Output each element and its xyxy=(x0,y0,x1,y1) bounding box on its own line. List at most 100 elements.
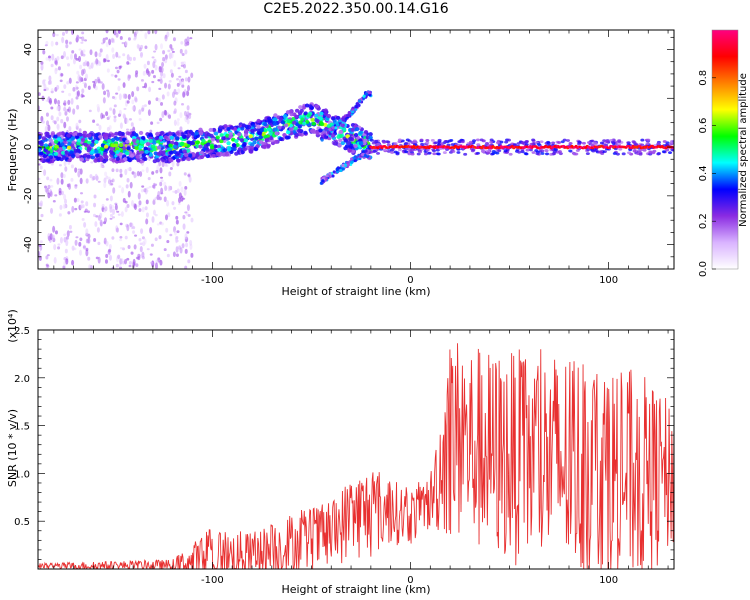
spectrogram-cell xyxy=(164,110,168,116)
spectrogram-cell xyxy=(69,150,74,155)
spectrogram-cell xyxy=(171,201,175,206)
spectrogram-cell xyxy=(169,233,173,237)
spectrogram-cell xyxy=(408,148,413,152)
spectrogram-cell xyxy=(481,139,486,143)
spectrogram-cell xyxy=(156,121,160,125)
spectrogram-cell xyxy=(318,128,323,133)
spectrogram-cell xyxy=(326,114,332,119)
spectrogram-cell xyxy=(341,167,345,171)
spectrogram-cell xyxy=(361,97,365,101)
spectrogram-cell xyxy=(291,120,297,125)
spectrogram-cell xyxy=(118,143,124,148)
y-tick-label: -20 xyxy=(23,188,34,204)
snr-series-line xyxy=(38,343,674,569)
spectrogram-cell xyxy=(433,141,438,145)
spectrogram-cell xyxy=(669,140,674,144)
spectrogram-cell xyxy=(122,93,126,99)
spectrogram-cell xyxy=(174,189,178,194)
spectrogram-cell xyxy=(343,146,348,151)
spectrogram-cell xyxy=(173,100,177,106)
spectrogram-cell xyxy=(338,130,343,135)
spectrogram-cell xyxy=(167,131,173,136)
spectrogram-cell xyxy=(341,127,347,132)
spectrogram-cell xyxy=(64,111,68,116)
spectrogram-cell xyxy=(425,139,430,142)
spectrogram-cell xyxy=(101,203,105,208)
spectrogram-cell xyxy=(540,152,545,155)
spectrogram-cell xyxy=(168,171,172,177)
spectrogram-cell xyxy=(172,37,176,42)
spectrogram-cell xyxy=(135,30,139,35)
spectrogram-cell xyxy=(100,162,104,166)
spectrogram-cell xyxy=(40,61,44,66)
spectrogram-cell xyxy=(81,217,85,221)
spectrogram-cell xyxy=(175,136,180,141)
spectrogram-x-label: Height of straight line (km) xyxy=(281,285,430,298)
spectrogram-cell xyxy=(86,61,90,67)
spectrogram-cell xyxy=(250,142,255,147)
spectrogram-cell xyxy=(224,152,230,157)
spectrogram-cell xyxy=(93,158,98,163)
spectrogram-cell xyxy=(131,91,135,98)
spectrogram-cell xyxy=(140,135,146,140)
spectrogram-cell xyxy=(142,70,146,76)
spectrogram-cell xyxy=(186,204,190,212)
spectrogram-cell xyxy=(190,141,196,146)
spectrogram-cell xyxy=(125,118,129,124)
spectrogram-cell xyxy=(662,140,667,143)
spectrogram-cell xyxy=(63,233,67,237)
spectrogram-cell xyxy=(111,168,115,173)
spectrogram-cell xyxy=(190,72,194,79)
spectrogram-cell xyxy=(68,125,72,132)
spectrogram-cell xyxy=(226,147,232,152)
spectrogram-cell xyxy=(146,186,150,190)
spectrogram-cell xyxy=(60,190,64,196)
spectrogram-cell xyxy=(176,120,180,126)
spectrogram-cell xyxy=(442,151,447,154)
spectrogram-cell xyxy=(82,53,86,57)
spectrogram-cell xyxy=(101,165,105,169)
spectrogram-cell xyxy=(80,137,86,142)
spectrogram-cell xyxy=(354,105,358,109)
spectrogram-cell xyxy=(56,123,60,131)
spectrogram-cell xyxy=(162,155,168,160)
spectrogram-cell xyxy=(358,130,363,135)
spectrogram-cell xyxy=(47,235,51,242)
spectrogram-cell xyxy=(645,142,650,145)
spectrogram-cell xyxy=(642,148,647,152)
spectrogram-cell xyxy=(506,138,511,142)
spectrogram-cell xyxy=(301,121,307,126)
spectrogram-cell xyxy=(158,196,162,201)
spectrogram-cell xyxy=(80,192,84,195)
spectrogram-cell xyxy=(59,236,63,244)
spectrogram-cell xyxy=(58,213,62,217)
spectrogram-cell xyxy=(551,141,556,145)
spectrogram-cell xyxy=(163,181,167,187)
spectrogram-cell xyxy=(334,126,338,130)
spectrogram-cell xyxy=(363,153,367,157)
spectrogram-cell xyxy=(145,142,151,147)
spectrogram-cell xyxy=(472,139,477,143)
spectrogram-cell xyxy=(135,256,139,260)
spectrogram-cell xyxy=(198,144,203,149)
spectrogram-cell xyxy=(195,152,200,157)
spectrogram-cell xyxy=(337,142,342,147)
spectrogram-cell xyxy=(60,150,66,155)
spectrogram-cell xyxy=(178,75,182,78)
snr-x-ticks: -100 0 100 xyxy=(53,330,669,586)
spectrogram-cell xyxy=(126,146,131,151)
spectrogram-cell xyxy=(154,237,158,242)
spectrogram-cell xyxy=(109,179,113,183)
spectrogram-cell xyxy=(217,147,222,152)
spectrogram-cell xyxy=(189,239,193,246)
spectrogram-cell xyxy=(106,126,110,132)
spectrogram-cell xyxy=(57,105,61,112)
spectrogram-cell xyxy=(331,174,335,178)
spectrogram-cell xyxy=(88,264,92,269)
spectrogram-cell xyxy=(520,141,525,144)
spectrogram-cell xyxy=(141,169,145,173)
spectrogram-cell xyxy=(331,126,335,130)
spectrogram-cell xyxy=(169,167,173,170)
spectrogram-cell xyxy=(215,152,221,157)
spectrogram-cell xyxy=(54,59,58,66)
